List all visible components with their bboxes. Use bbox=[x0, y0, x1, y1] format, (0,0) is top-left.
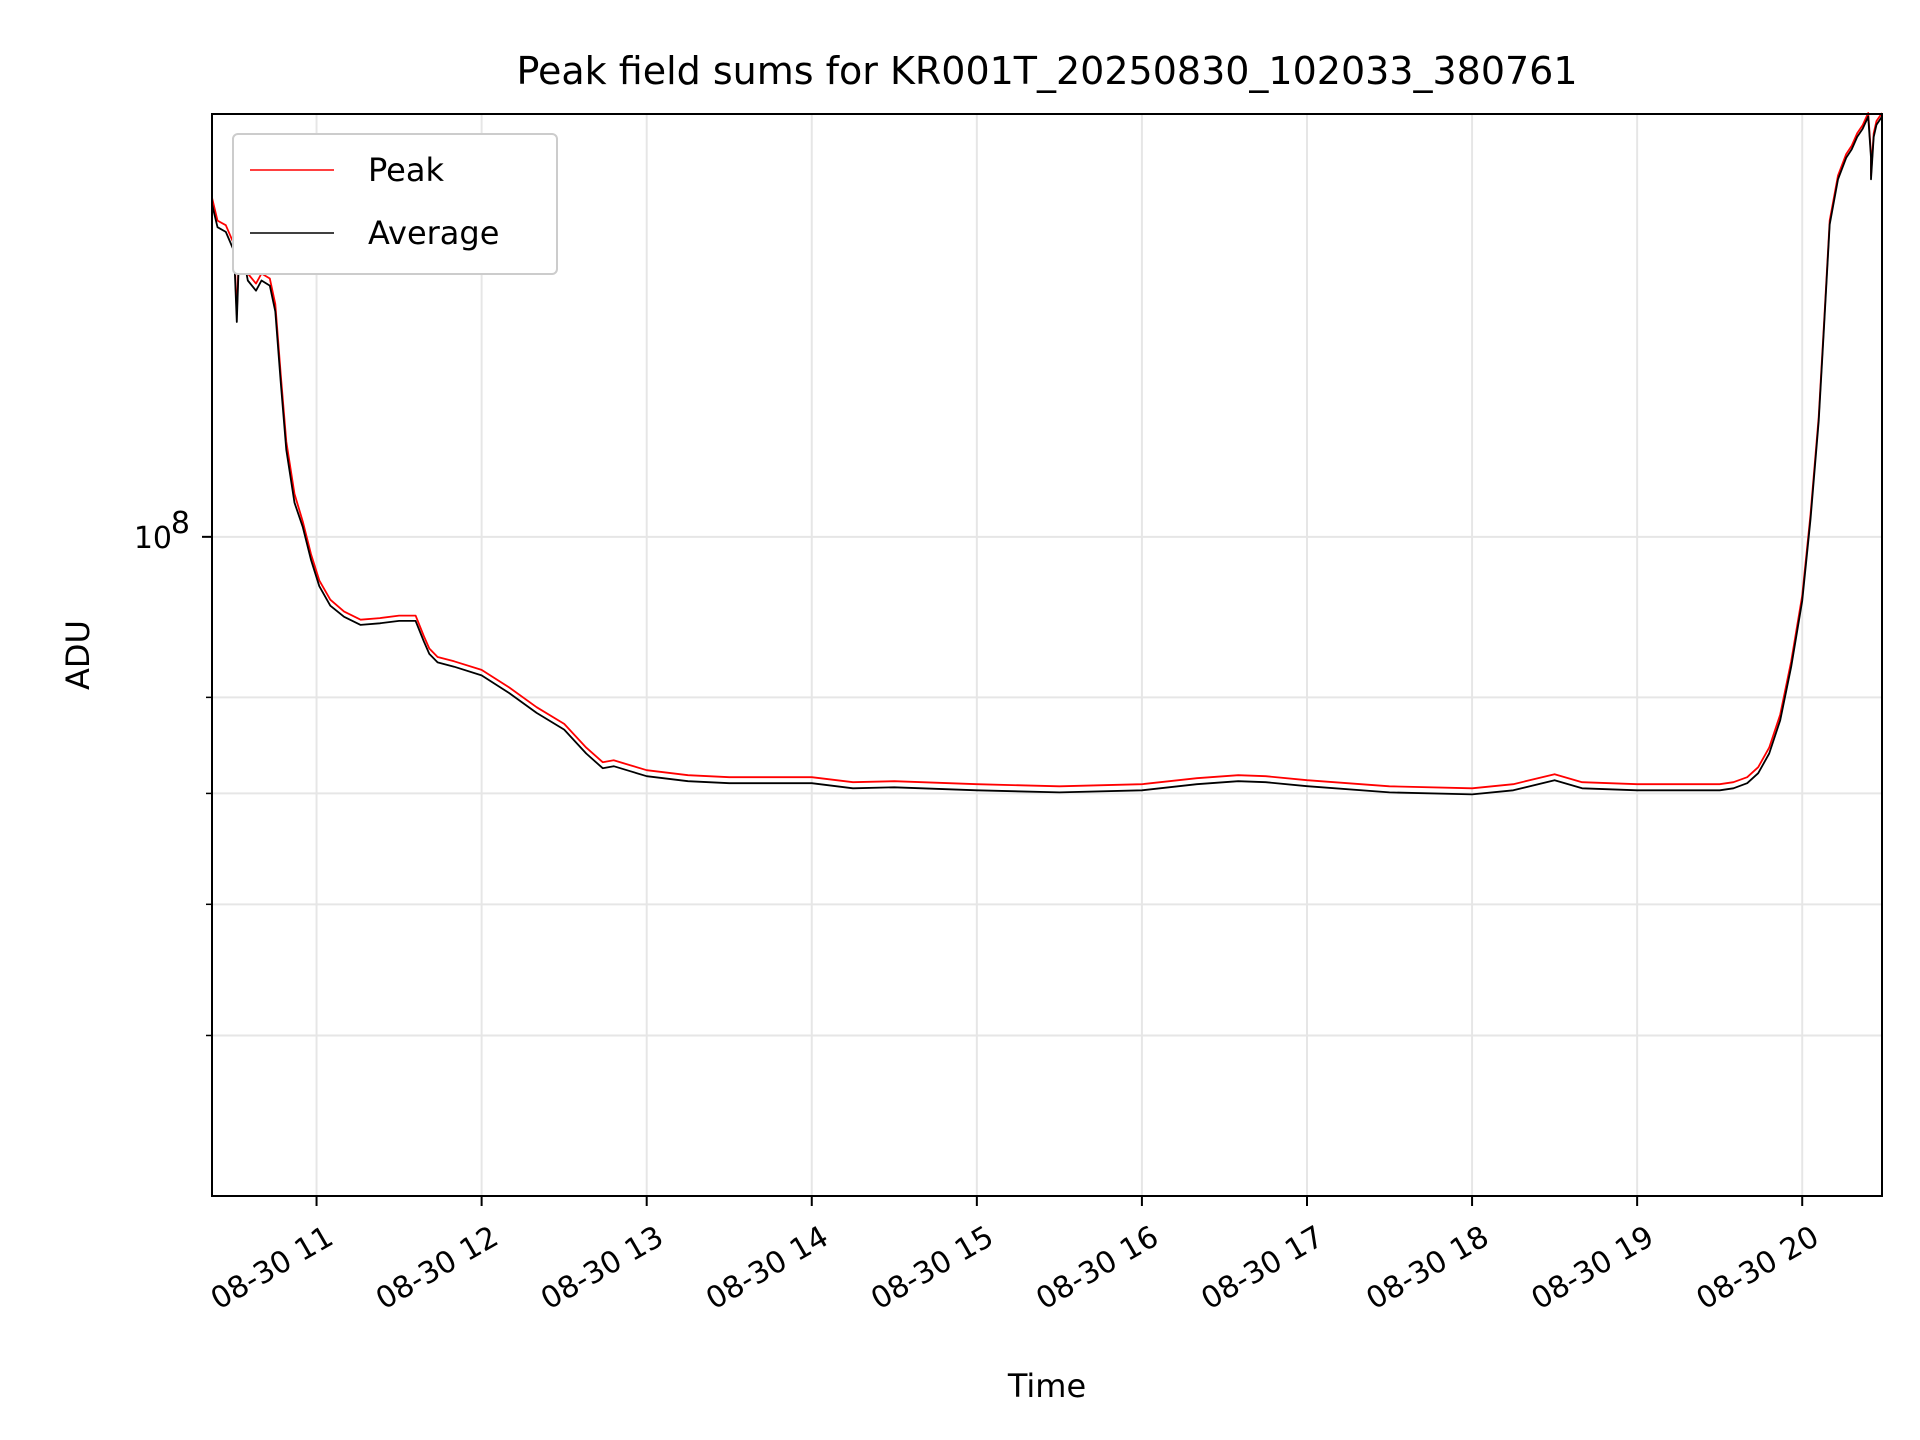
x-tick-label: 08-30 20 bbox=[1691, 1219, 1825, 1317]
x-tick-label: 08-30 18 bbox=[1361, 1219, 1495, 1317]
x-tick-label: 08-30 14 bbox=[700, 1219, 834, 1317]
x-axis-title: Time bbox=[1007, 1367, 1086, 1405]
legend: Peak Average bbox=[232, 133, 558, 275]
x-tick-label: 08-30 17 bbox=[1195, 1219, 1329, 1317]
chart-title: Peak field sums for KR001T_20250830_1020… bbox=[516, 49, 1577, 93]
x-tick-label: 08-30 16 bbox=[1030, 1219, 1164, 1317]
grid-lines bbox=[212, 114, 1882, 1196]
y-tick-label-exponent: 8 bbox=[171, 506, 190, 541]
legend-label-average: Average bbox=[368, 214, 499, 252]
x-tick-label: 08-30 12 bbox=[370, 1219, 504, 1317]
y-axis-title: ADU bbox=[59, 620, 97, 690]
plot-frame bbox=[211, 113, 1883, 1197]
legend-label-peak: Peak bbox=[368, 151, 444, 189]
x-tick-label: 08-30 11 bbox=[205, 1219, 339, 1317]
plot-area bbox=[212, 114, 1882, 1196]
x-tick-label: 08-30 15 bbox=[865, 1219, 999, 1317]
series-lines bbox=[211, 112, 1883, 796]
y-tick-label: 10 bbox=[134, 521, 172, 556]
x-tick-label: 08-30 19 bbox=[1526, 1219, 1660, 1317]
series-line-average bbox=[211, 115, 1883, 796]
legend-box bbox=[232, 133, 558, 275]
x-tick-label: 08-30 13 bbox=[535, 1219, 669, 1317]
